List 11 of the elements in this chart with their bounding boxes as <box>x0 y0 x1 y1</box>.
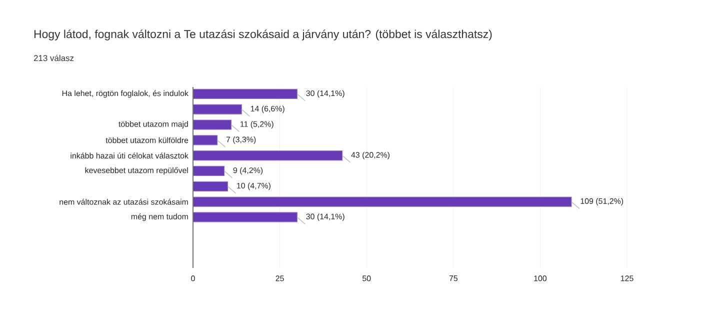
bar <box>192 150 343 161</box>
bar <box>192 166 225 176</box>
text: 213 válasz <box>34 54 74 62</box>
bar <box>192 120 232 130</box>
bar <box>192 196 572 207</box>
bar <box>192 88 298 99</box>
chart-title: Hogy látod, fognak változni a Te utazási szokásaid a járvány után? (többet is választhatsz) <box>34 30 492 40</box>
bar <box>192 212 298 222</box>
bar <box>192 181 228 192</box>
bar <box>192 135 218 146</box>
bar <box>192 104 242 114</box>
